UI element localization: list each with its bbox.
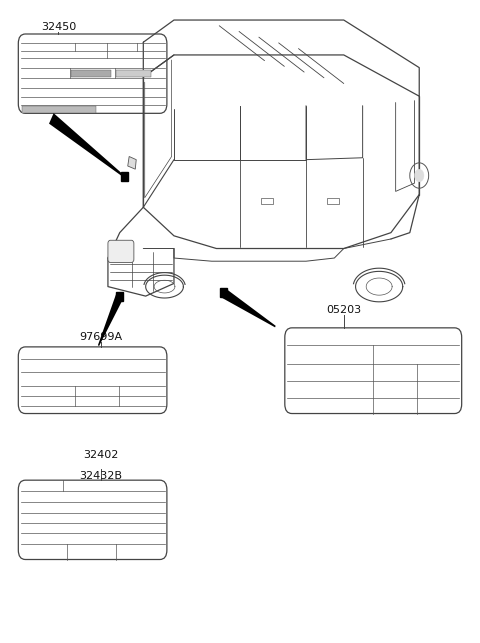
FancyBboxPatch shape bbox=[18, 347, 167, 413]
FancyBboxPatch shape bbox=[18, 34, 167, 113]
FancyBboxPatch shape bbox=[285, 328, 462, 413]
Bar bbox=[327, 198, 339, 204]
Bar bbox=[71, 69, 111, 77]
Bar bbox=[116, 292, 123, 300]
Polygon shape bbox=[49, 113, 125, 177]
FancyBboxPatch shape bbox=[18, 480, 167, 559]
Text: 05203: 05203 bbox=[326, 305, 361, 315]
Text: 32432B: 32432B bbox=[79, 471, 122, 481]
Polygon shape bbox=[128, 156, 136, 169]
FancyBboxPatch shape bbox=[108, 240, 134, 262]
Text: 32402: 32402 bbox=[83, 450, 119, 460]
Bar bbox=[220, 289, 227, 297]
Bar bbox=[22, 106, 96, 113]
Polygon shape bbox=[98, 293, 123, 346]
Bar bbox=[261, 198, 273, 204]
Bar bbox=[120, 172, 128, 181]
Text: 32450: 32450 bbox=[41, 22, 76, 32]
Bar bbox=[116, 69, 151, 77]
Polygon shape bbox=[222, 288, 276, 327]
Text: 97699A: 97699A bbox=[79, 332, 122, 342]
Circle shape bbox=[415, 169, 424, 182]
